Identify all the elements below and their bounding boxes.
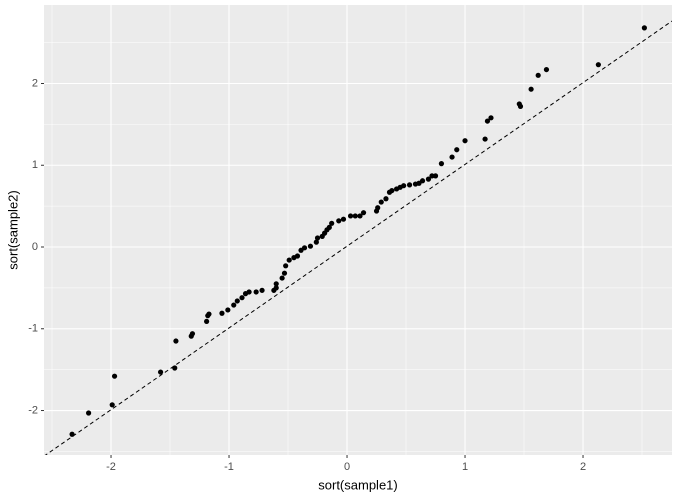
point bbox=[375, 205, 381, 211]
point bbox=[449, 154, 455, 160]
point bbox=[109, 402, 115, 408]
point bbox=[401, 183, 407, 189]
point bbox=[253, 289, 259, 295]
point bbox=[281, 270, 288, 276]
point bbox=[259, 287, 265, 293]
point bbox=[326, 224, 332, 230]
point bbox=[347, 213, 354, 219]
point bbox=[314, 235, 321, 241]
point bbox=[336, 218, 342, 224]
point bbox=[157, 369, 164, 375]
point bbox=[462, 138, 468, 144]
point bbox=[294, 253, 301, 259]
y-tick-label: -1 bbox=[28, 323, 38, 335]
point bbox=[206, 311, 212, 317]
point bbox=[419, 178, 426, 184]
point bbox=[219, 310, 225, 316]
y-tick-label: 0 bbox=[32, 241, 38, 253]
x-axis-title: sort(sample1) bbox=[318, 477, 397, 492]
point bbox=[286, 257, 292, 263]
y-axis-title: sort(sample2) bbox=[5, 190, 20, 269]
point bbox=[86, 410, 92, 416]
point bbox=[279, 275, 285, 281]
point bbox=[307, 243, 314, 249]
point bbox=[329, 220, 335, 226]
point bbox=[313, 239, 319, 245]
point bbox=[239, 295, 245, 301]
point bbox=[543, 66, 550, 73]
plot-panel bbox=[44, 5, 672, 455]
point bbox=[528, 86, 534, 92]
reference-line bbox=[44, 20, 672, 455]
point bbox=[425, 176, 432, 182]
point bbox=[225, 307, 231, 313]
point bbox=[273, 285, 279, 291]
point bbox=[111, 373, 118, 379]
x-tick-label: 2 bbox=[580, 461, 586, 473]
point bbox=[595, 62, 601, 68]
point bbox=[173, 338, 179, 344]
point bbox=[69, 431, 75, 437]
x-tick-label: 0 bbox=[344, 461, 350, 473]
point bbox=[389, 187, 395, 194]
point bbox=[189, 331, 196, 337]
point bbox=[517, 103, 524, 109]
x-tick-label: -1 bbox=[224, 461, 234, 473]
point bbox=[383, 196, 389, 202]
point bbox=[484, 118, 491, 124]
point bbox=[231, 302, 237, 308]
point bbox=[438, 161, 445, 167]
point bbox=[406, 182, 413, 188]
point bbox=[641, 25, 647, 31]
point bbox=[283, 263, 289, 269]
point bbox=[454, 147, 460, 153]
point bbox=[432, 173, 439, 179]
y-tick-label: -2 bbox=[28, 404, 38, 416]
point bbox=[488, 115, 494, 121]
y-tick-label: 1 bbox=[32, 159, 38, 171]
point bbox=[360, 210, 367, 216]
x-tick-label: 1 bbox=[462, 461, 468, 473]
x-tick-label: -2 bbox=[106, 461, 116, 473]
y-tick-label: 2 bbox=[32, 77, 38, 89]
point bbox=[378, 199, 384, 205]
point bbox=[340, 216, 347, 222]
point bbox=[301, 245, 308, 251]
point bbox=[535, 72, 541, 78]
point bbox=[352, 213, 358, 219]
point bbox=[246, 289, 252, 295]
point bbox=[204, 318, 210, 325]
point bbox=[482, 136, 488, 142]
point bbox=[273, 281, 279, 287]
point bbox=[172, 365, 178, 371]
point bbox=[234, 298, 240, 304]
point bbox=[357, 213, 363, 219]
